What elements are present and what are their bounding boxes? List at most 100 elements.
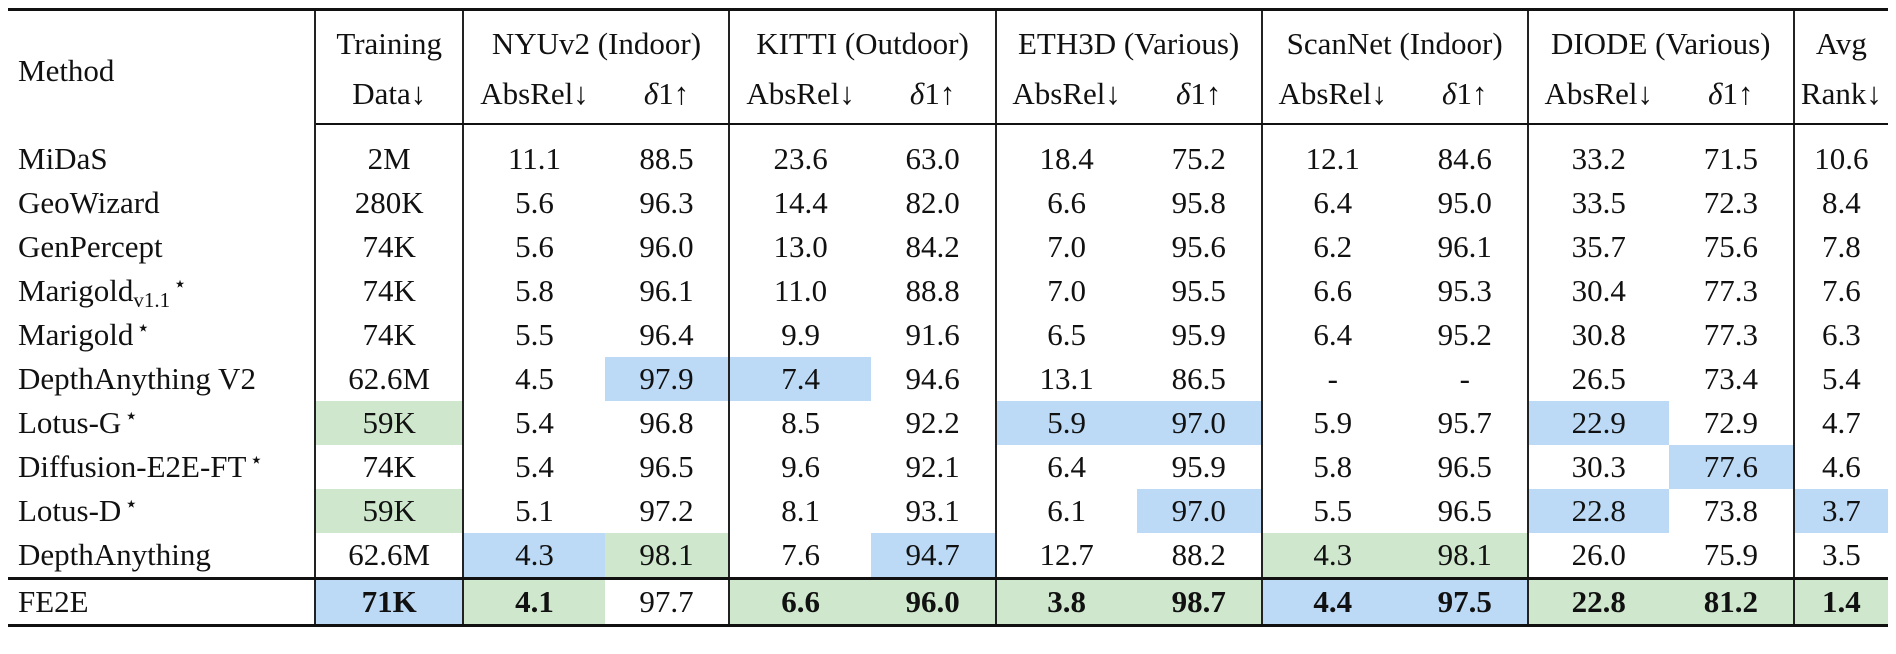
delta1-cell: 96.4 xyxy=(604,313,731,357)
avg-rank-cell: 4.7 xyxy=(1822,405,1861,440)
avg-rank-cell: 7.8 xyxy=(1822,229,1861,264)
header-row-1: Method Training NYUv2 (Indoor) KITTI (Ou… xyxy=(8,9,1888,124)
delta1-cell: 92.2 xyxy=(870,401,997,445)
absrel-cell: 5.4 xyxy=(515,449,554,484)
training-data-cell: 2M xyxy=(315,124,465,181)
delta1-cell: 98.7 xyxy=(1136,577,1263,626)
avg-rank-cell: 4.6 xyxy=(1822,449,1861,484)
star-marker: ⋆ xyxy=(249,447,264,472)
method-cell: FE2E xyxy=(8,577,317,626)
dataset-header-scannet: ScanNet (Indoor) xyxy=(1261,9,1529,71)
delta1-cell: 91.6 xyxy=(870,313,997,357)
method-name: Diffusion-E2E-FT xyxy=(18,449,247,484)
delta1-cell: 96.3 xyxy=(604,181,731,225)
avg-rank-cell: 6.3 xyxy=(1822,317,1861,352)
delta1-cell: - xyxy=(1402,357,1529,401)
training-data-cell: 71K xyxy=(315,577,465,626)
table-row: GeoWizard 280K 5.6 96.3 14.4 82.0 6.6 95.8 6.4 95… xyxy=(8,181,1888,225)
method-subscript: v1.1 xyxy=(133,288,171,312)
absrel-cell: 7.4 xyxy=(729,357,871,401)
header-row-2: Data↓ AbsRel↓ δ1↑ AbsRel↓ δ1↑ AbsRel↓ δ1↑ AbsR… xyxy=(8,71,1888,125)
metric-header-absrel: AbsRel↓ xyxy=(1261,71,1403,125)
training-data-cell: 74K xyxy=(315,269,465,313)
absrel-cell: 30.4 xyxy=(1571,273,1626,308)
method-cell: Lotus-D ⋆ xyxy=(8,489,317,533)
training-data-cell: 74K xyxy=(315,313,465,357)
dataset-header-nyuv2: NYUv2 (Indoor) xyxy=(463,9,731,71)
dataset-header-kitti: KITTI (Outdoor) xyxy=(729,9,997,71)
absrel-cell: 5.8 xyxy=(1313,449,1353,484)
results-table-container: Method Training NYUv2 (Indoor) KITTI (Ou… xyxy=(8,8,1888,627)
delta1-cell: 97.0 xyxy=(1136,401,1263,445)
delta1-cell: 86.5 xyxy=(1136,357,1263,401)
delta-suffix: 1↑ xyxy=(1722,76,1754,111)
delta1-cell: 88.2 xyxy=(1136,533,1263,579)
metric-header-delta1: δ1↑ xyxy=(604,71,731,125)
absrel-cell: 5.6 xyxy=(515,185,554,220)
absrel-cell: 7.0 xyxy=(1047,229,1087,264)
table-row: MiDaS 2M 11.1 88.5 23.6 63.0 18.4 75.2 12.1 84.6 3… xyxy=(8,124,1888,181)
delta1-cell: 77.3 xyxy=(1668,269,1795,313)
method-name: Marigold xyxy=(18,273,134,308)
delta1-cell: 96.5 xyxy=(604,445,731,489)
star-marker: ⋆ xyxy=(124,403,139,428)
delta1-cell: 98.1 xyxy=(1402,533,1529,579)
method-name: MiDaS xyxy=(18,140,108,176)
table-row: FE2E 71K 4.1 97.7 6.6 96.0 3.8 98.7 4.4 97.5 22.8 8… xyxy=(8,577,1888,626)
delta1-cell: 95.9 xyxy=(1136,313,1263,357)
absrel-cell: 6.6 xyxy=(1313,273,1353,308)
metric-header-absrel: AbsRel↓ xyxy=(463,71,605,125)
delta1-cell: 95.6 xyxy=(1136,225,1263,269)
absrel-cell: 13.0 xyxy=(773,229,828,264)
dataset-header-eth3d: ETH3D (Various) xyxy=(995,9,1263,71)
metric-header-absrel: AbsRel↓ xyxy=(995,71,1137,125)
absrel-cell: 35.7 xyxy=(1571,229,1626,264)
delta-symbol: δ xyxy=(1442,76,1457,111)
method-cell: GenPercept xyxy=(8,225,317,269)
metric-header-absrel: AbsRel↓ xyxy=(729,71,871,125)
absrel-cell: 12.1 xyxy=(1305,141,1360,176)
absrel-cell: 13.1 xyxy=(1039,361,1094,396)
metric-header-delta1: δ1↑ xyxy=(1668,71,1795,125)
absrel-cell: 4.5 xyxy=(515,361,554,396)
avg-rank-cell: 3.7 xyxy=(1793,489,1888,533)
training-subheader: Data↓ xyxy=(315,71,465,125)
absrel-cell: 23.6 xyxy=(773,141,828,176)
training-data-cell: 74K xyxy=(315,225,465,269)
absrel-cell: - xyxy=(1327,361,1338,396)
metric-header-absrel: AbsRel↓ xyxy=(1527,71,1669,125)
delta1-cell: 96.5 xyxy=(1402,489,1529,533)
absrel-cell: 8.1 xyxy=(781,493,820,528)
delta1-cell: 97.9 xyxy=(604,357,731,401)
method-header: Method xyxy=(8,9,317,124)
method-cell: Marigold ⋆ xyxy=(8,313,317,357)
delta1-cell: 97.5 xyxy=(1402,577,1529,626)
absrel-cell: 5.9 xyxy=(995,401,1137,445)
absrel-cell: 11.0 xyxy=(774,273,828,308)
avg-header: Avg xyxy=(1815,26,1867,61)
delta1-cell: 73.8 xyxy=(1668,489,1795,533)
absrel-cell: 6.6 xyxy=(1047,185,1087,220)
table-row: Lotus-G ⋆ 59K 5.4 96.8 8.5 92.2 5.9 97.0 5.9 95.7 2… xyxy=(8,401,1888,445)
absrel-cell: 5.9 xyxy=(1313,405,1353,440)
absrel-cell: 22.9 xyxy=(1527,401,1669,445)
training-data-cell: 59K xyxy=(315,401,465,445)
avg-rank-cell: 10.6 xyxy=(1814,141,1869,176)
absrel-cell: 33.5 xyxy=(1571,185,1626,220)
metric-header-delta1: δ1↑ xyxy=(1402,71,1529,125)
method-cell: Lotus-G ⋆ xyxy=(8,401,317,445)
delta1-cell: 95.9 xyxy=(1136,445,1263,489)
absrel-cell: 7.0 xyxy=(1047,273,1087,308)
avg-rank-cell: 5.4 xyxy=(1822,361,1861,396)
absrel-cell: 5.5 xyxy=(1313,493,1353,528)
method-name: DepthAnything V2 xyxy=(18,361,256,396)
table-row: DepthAnything V2 62.6M 4.5 97.9 7.4 94.6 13.1 8… xyxy=(8,357,1888,401)
delta1-cell: 63.0 xyxy=(870,124,997,181)
delta1-cell: 81.2 xyxy=(1668,577,1795,626)
absrel-cell: 22.8 xyxy=(1527,577,1669,626)
delta1-cell: 94.6 xyxy=(870,357,997,401)
absrel-cell: 9.6 xyxy=(781,449,820,484)
metric-header-delta1: δ1↑ xyxy=(870,71,997,125)
method-cell: DepthAnything xyxy=(8,533,317,579)
delta1-cell: 77.6 xyxy=(1668,445,1795,489)
